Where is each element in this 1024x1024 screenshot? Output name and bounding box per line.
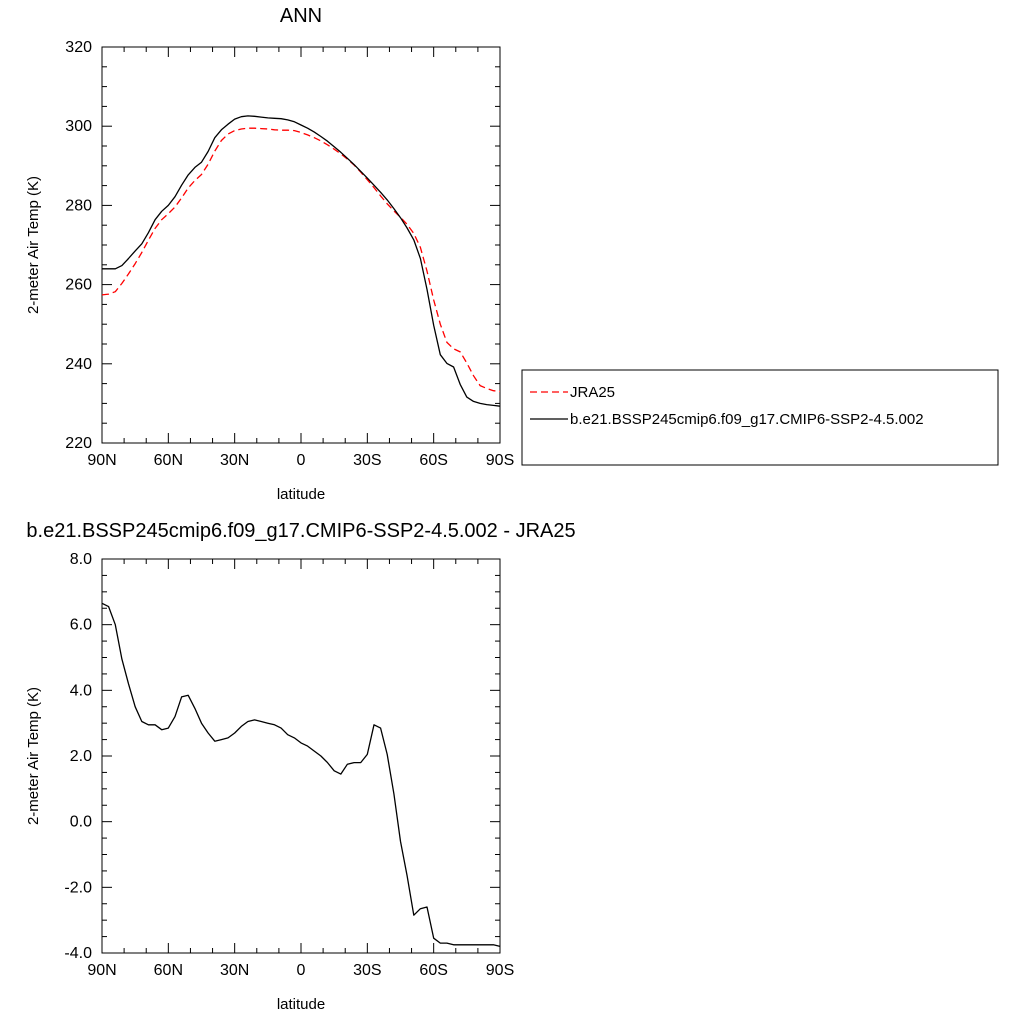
x-axis-label: latitude [277,996,325,1013]
y-tick-label: 320 [65,39,92,56]
chart-title: b.e21.BSSP245cmip6.f09_g17.CMIP6-SSP2-4.… [26,520,575,542]
y-tick-label: 2.0 [70,748,92,765]
x-tick-label: 30S [353,452,381,469]
x-tick-label: 60S [419,452,447,469]
y-tick-label: 260 [65,277,92,294]
y-tick-label: 8.0 [70,551,92,568]
x-axis-label: latitude [277,486,325,503]
y-tick-label: -4.0 [64,945,92,962]
x-tick-label: 30N [220,962,249,979]
y-tick-label: 300 [65,118,92,135]
legend-label-1: b.e21.BSSP245cmip6.f09_g17.CMIP6-SSP2-4.… [570,411,924,428]
x-tick-label: 0 [297,452,306,469]
series-line-0 [101,602,501,948]
y-tick-label: 220 [65,435,92,452]
legend-label-0: JRA25 [570,384,615,401]
y-tick-label: 6.0 [70,617,92,634]
plot-frame [101,46,501,444]
y-axis-label: 2-meter Air Temp (K) [25,687,42,825]
difference-chart: b.e21.BSSP245cmip6.f09_g17.CMIP6-SSP2-4.… [25,520,576,1013]
y-tick-label: -2.0 [64,879,92,896]
x-tick-label: 90N [87,452,116,469]
x-tick-label: 60N [154,452,183,469]
y-axis-label: 2-meter Air Temp (K) [25,176,42,314]
y-tick-label: 0.0 [70,814,92,831]
x-tick-label: 60N [154,962,183,979]
x-tick-label: 90N [87,962,116,979]
x-tick-label: 30N [220,452,249,469]
top-chart: ANN 90N 60N 30N 0 30S 60S 90S 220 240 260 280 300 320… [25,5,514,503]
legend: JRA25 b.e21.BSSP245cmip6.f09_g17.CMIP6-SS… [521,369,999,466]
x-tick-label: 60S [419,962,447,979]
y-tick-label: 240 [65,356,92,373]
chart-title: ANN [280,5,322,27]
x-tick-label: 0 [297,962,306,979]
plot-frame [101,558,501,954]
x-tick-label: 30S [353,962,381,979]
series-line-1 [102,115,501,407]
x-tick-label: 90S [486,962,514,979]
y-tick-label: 4.0 [70,682,92,699]
y-tick-label: 280 [65,197,92,214]
series-line-0 [101,127,501,393]
x-tick-label: 90S [486,452,514,469]
legend-box [521,369,999,466]
